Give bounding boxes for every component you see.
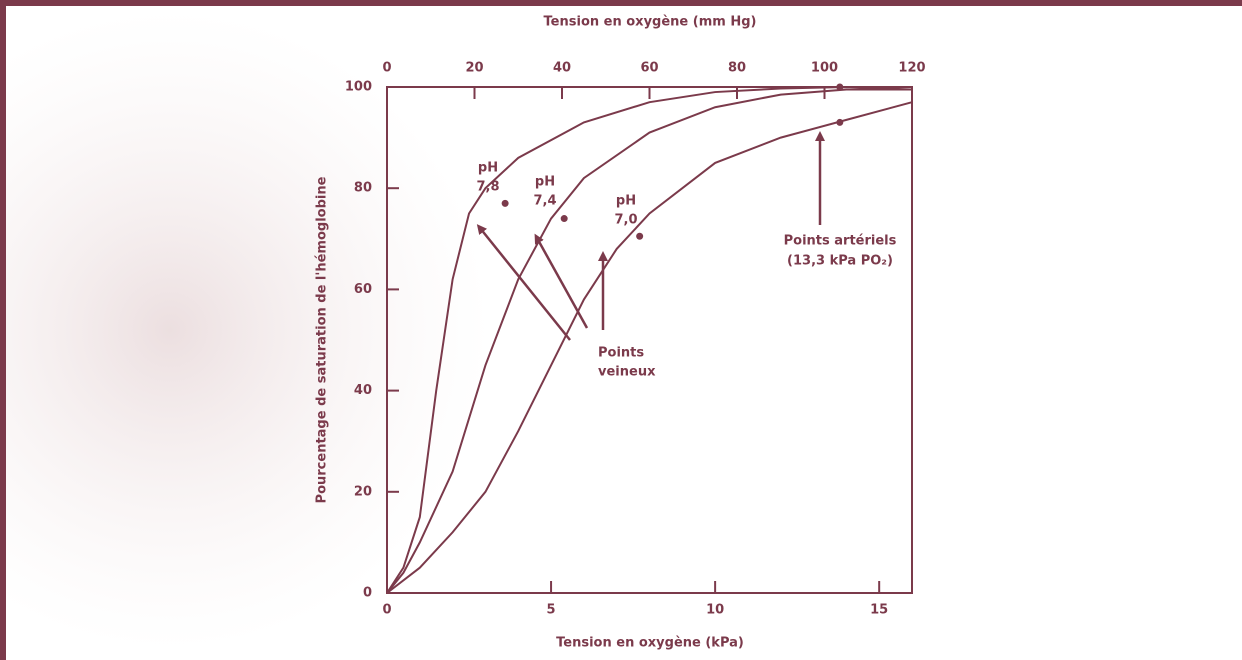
annotation: 7,4 <box>533 194 556 209</box>
y-tick-label: 40 <box>354 383 372 398</box>
top-axis-title: Tension en oxygène (mm Hg) <box>544 15 757 30</box>
y-tick-label: 100 <box>345 80 372 95</box>
annotation: pH <box>616 194 636 209</box>
data-point <box>636 233 643 240</box>
y-tick-label: 60 <box>354 282 372 297</box>
annotation: (13,3 kPa PO₂) <box>787 254 893 269</box>
arrow <box>537 238 587 328</box>
top-tick-label: 0 <box>382 61 391 76</box>
top-tick-label: 100 <box>811 61 838 76</box>
data-point <box>502 200 509 207</box>
top-tick-label: 80 <box>728 61 746 76</box>
arrow <box>480 228 570 340</box>
x-tick-label: 15 <box>870 603 888 618</box>
top-tick-label: 20 <box>465 61 483 76</box>
x-axis-title: Tension en oxygène (kPa) <box>556 636 744 651</box>
top-tick-label: 60 <box>640 61 658 76</box>
y-tick-label: 20 <box>354 484 372 499</box>
x-tick-label: 0 <box>382 603 391 618</box>
annotation: 7,0 <box>614 213 637 228</box>
top-border <box>0 0 1242 6</box>
x-tick-label: 5 <box>547 603 556 618</box>
data-point <box>836 84 843 91</box>
annotation: Points <box>598 346 644 361</box>
top-tick-label: 120 <box>898 61 925 76</box>
data-point <box>836 119 843 126</box>
annotation: veineux <box>598 365 656 380</box>
x-tick-label: 10 <box>706 603 724 618</box>
annotation: 7,8 <box>476 180 499 195</box>
background-texture <box>0 10 490 650</box>
chart: Tension en oxygène (mm Hg) Tension en ox… <box>0 0 1242 660</box>
annotation: pH <box>535 175 555 190</box>
annotation: pH <box>478 161 498 176</box>
y-tick-label: 80 <box>354 181 372 196</box>
data-point <box>561 215 568 222</box>
top-tick-label: 40 <box>553 61 571 76</box>
left-border <box>0 0 6 660</box>
annotation: Points artériels <box>784 234 897 249</box>
y-tick-label: 0 <box>363 586 372 601</box>
arrows <box>480 136 820 340</box>
y-axis-title: Pourcentage de saturation de l'hémoglobi… <box>315 176 330 503</box>
